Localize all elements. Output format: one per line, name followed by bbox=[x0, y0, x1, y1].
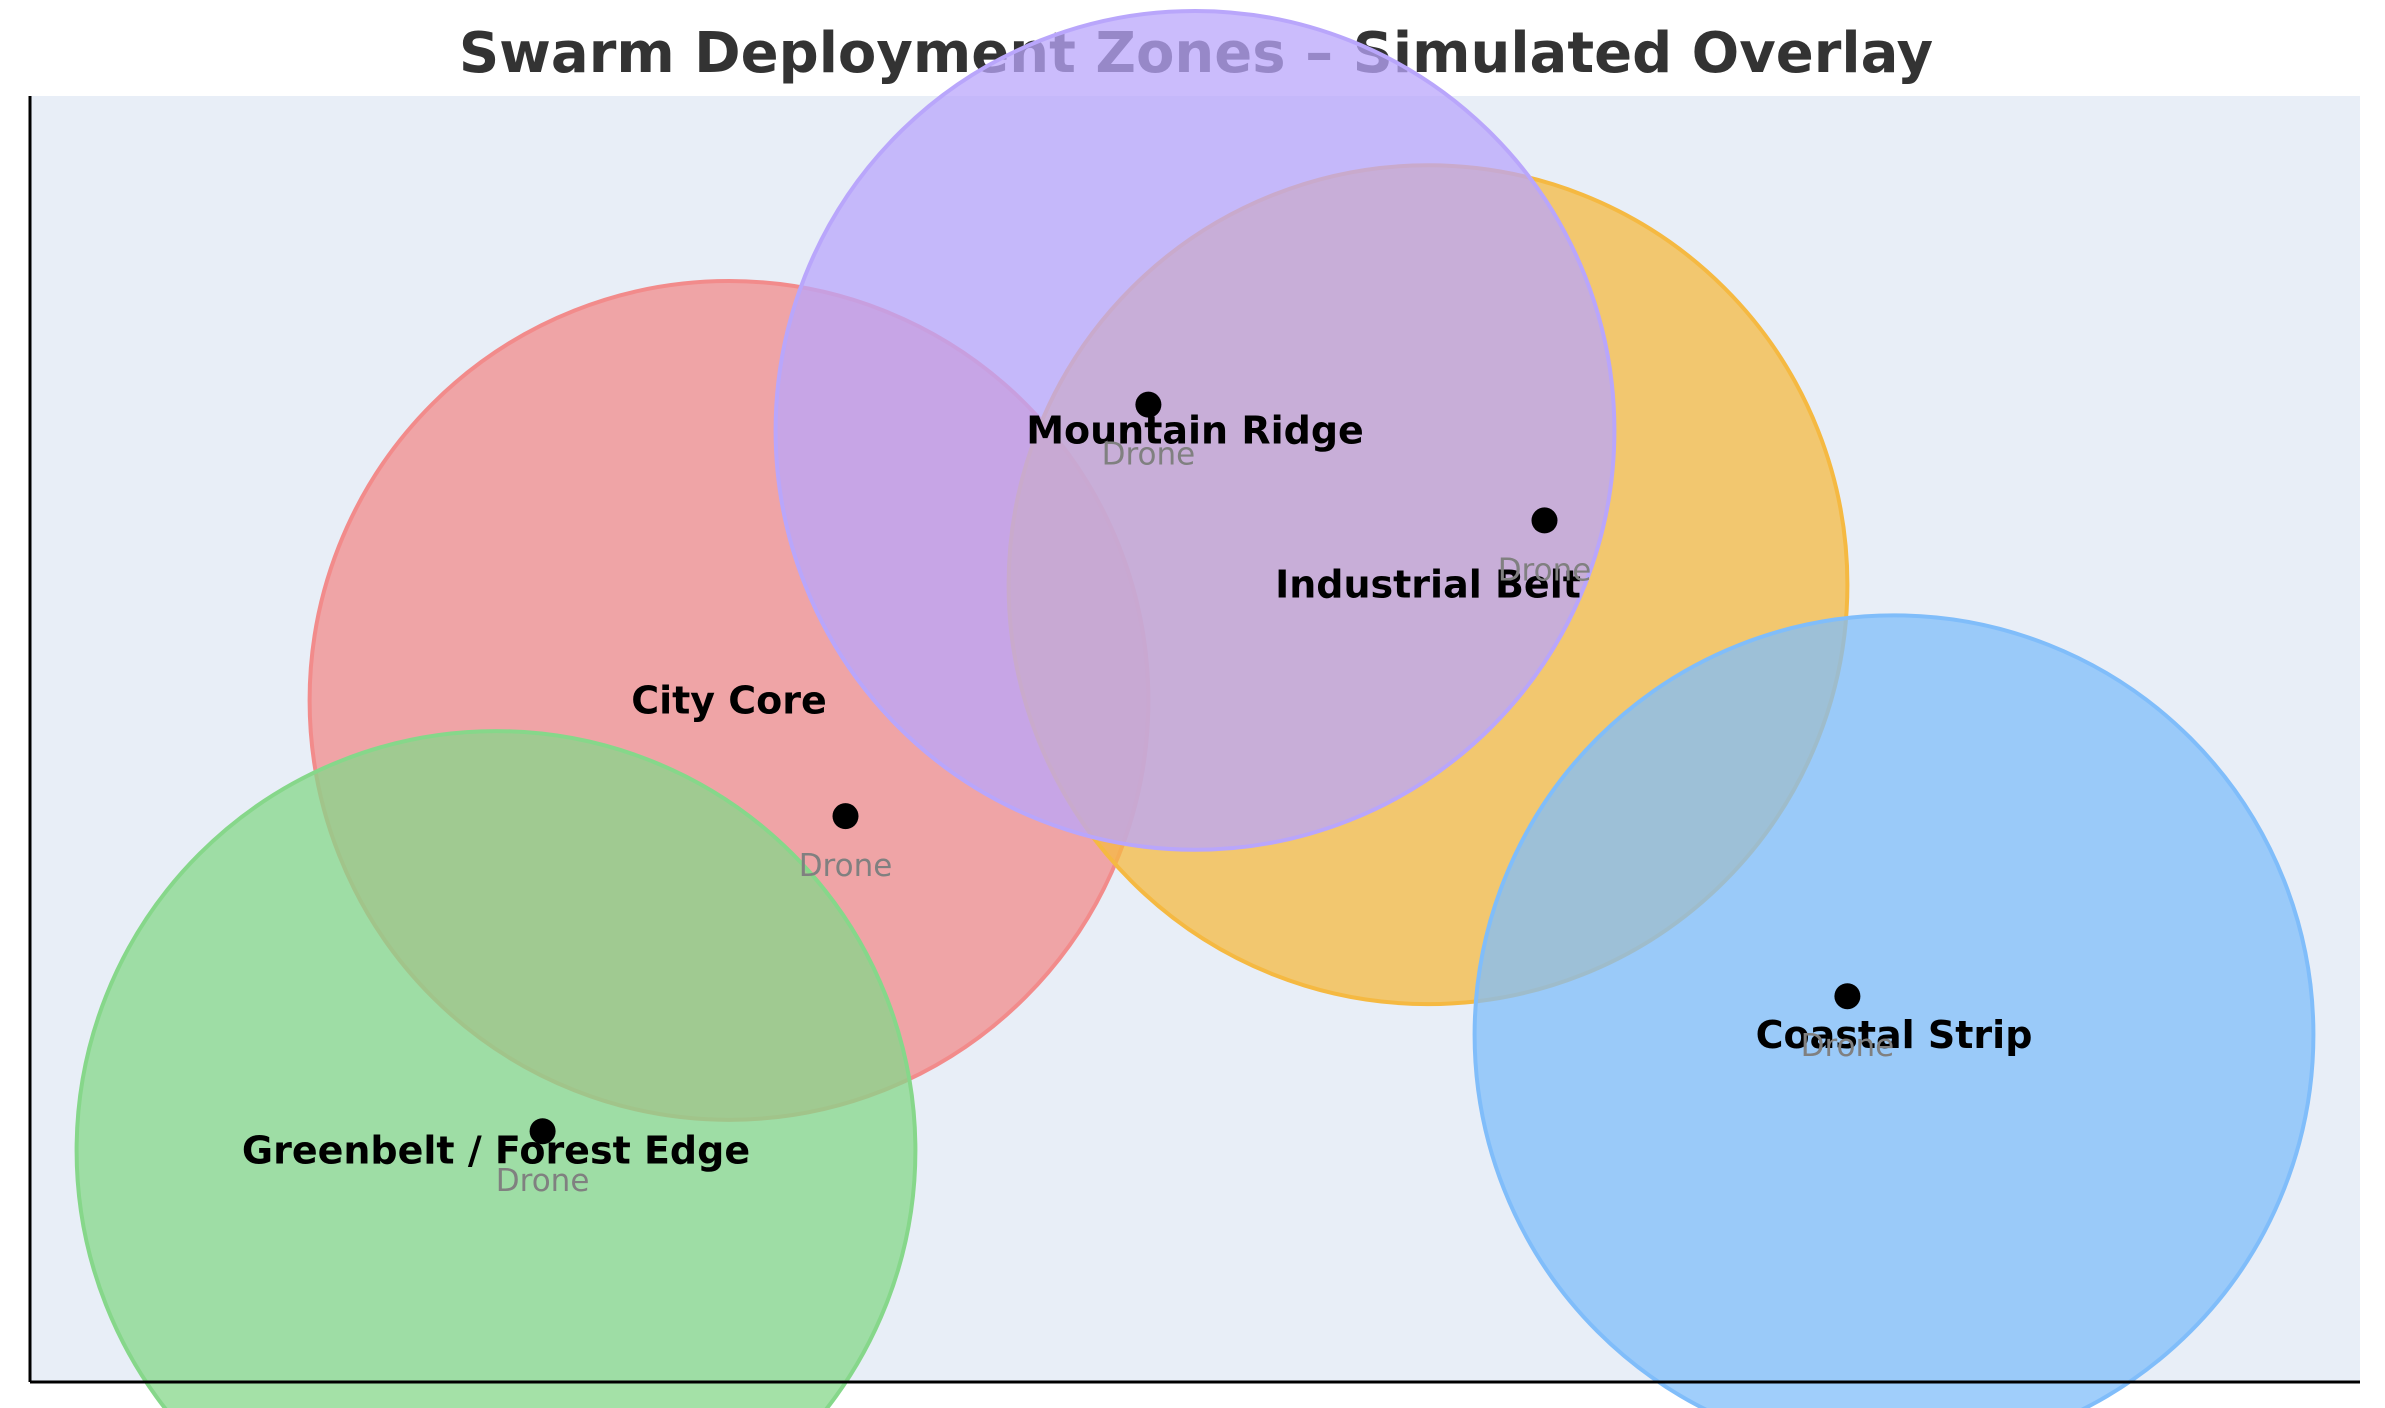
zone-label-coastal-strip: Coastal Strip bbox=[1756, 1013, 2033, 1057]
drone-label: Drone bbox=[1801, 1028, 1895, 1064]
drones-layer: Drone Drone Drone Drone Drone bbox=[496, 391, 1895, 1199]
zones-layer bbox=[74, 8, 2316, 1408]
zone-label-industrial-belt: Industrial Belt bbox=[1275, 563, 1581, 607]
drone-label: Drone bbox=[1102, 437, 1196, 473]
zone-circle-coastal-strip bbox=[1472, 613, 2316, 1408]
zone-label-greenbelt-forest-edge: Greenbelt / Forest Edge bbox=[242, 1129, 750, 1173]
drone-label: Drone bbox=[799, 848, 893, 884]
drone-marker bbox=[832, 803, 859, 830]
zone-label-mountain-ridge: Mountain Ridge bbox=[1026, 408, 1364, 452]
drone-marker bbox=[1531, 507, 1558, 534]
zone-label-city-core: City Core bbox=[631, 678, 827, 722]
drone-label: Drone bbox=[496, 1163, 590, 1199]
drone-marker bbox=[1135, 391, 1162, 418]
drone-marker bbox=[1834, 983, 1861, 1010]
drone-label: Drone bbox=[1498, 552, 1592, 588]
drone-marker bbox=[529, 1118, 556, 1145]
zone-circle-greenbelt-forest-edge bbox=[74, 729, 918, 1408]
zone-labels-layer: City Core Industrial Belt Coastal Strip Mou… bbox=[242, 408, 2033, 1172]
zone-circle-mountain-ridge bbox=[773, 8, 1617, 852]
